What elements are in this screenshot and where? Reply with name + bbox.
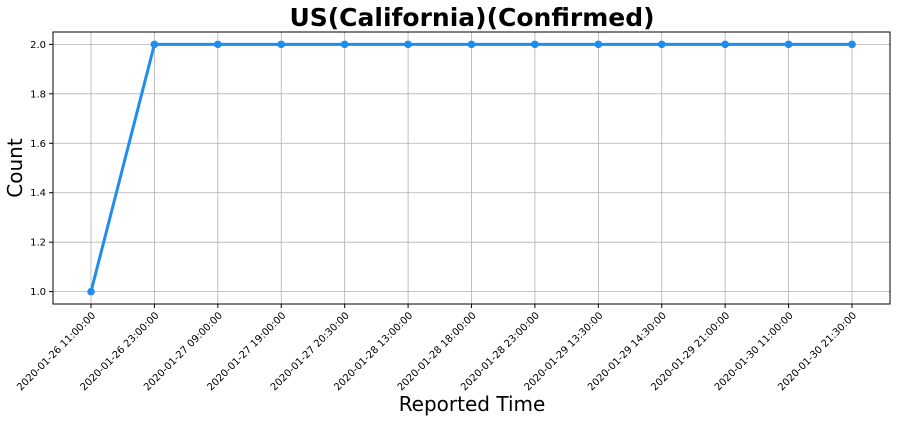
data-point [657,40,666,49]
data-point [277,40,286,49]
data-point [848,40,856,49]
data-point [340,40,349,49]
y-tick-label: 1.6 [30,139,46,150]
data-point [404,40,412,49]
data-point [467,40,476,49]
data-point [214,40,222,49]
series [87,40,856,296]
y-tick-label: 1.8 [30,89,46,100]
data-point [531,40,539,49]
chart-title: US(California)(Confirmed) [289,3,654,32]
data-point [87,287,95,296]
data-point [150,40,159,49]
y-axis-label: Count [3,138,27,198]
y-tick-label: 2.0 [30,40,46,51]
plot-frame [52,31,891,305]
data-point [784,40,793,49]
y-tick-label: 1.4 [30,188,46,199]
y-tick-label: 1.2 [30,238,46,249]
x-axis-label: Reported Time [399,392,546,416]
grid [53,32,890,304]
data-point [594,40,603,49]
y-tick-label: 1.0 [30,287,46,298]
data-point [721,40,729,49]
